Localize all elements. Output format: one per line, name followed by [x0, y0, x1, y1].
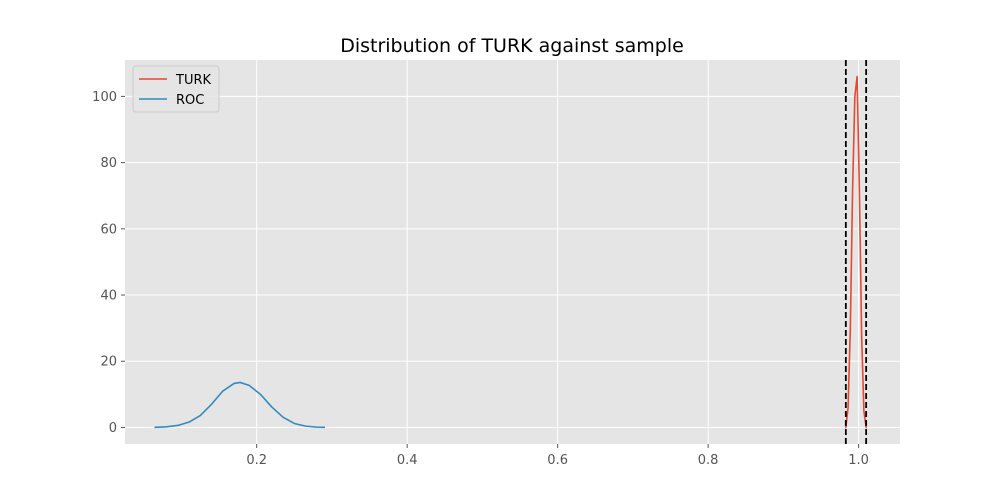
x-tick-label: 0.4: [397, 453, 418, 468]
y-tick-label: 40: [100, 289, 117, 304]
y-tick-label: 80: [100, 156, 117, 171]
y-tick-label: 100: [92, 90, 117, 105]
y-tick-label: 20: [100, 355, 117, 370]
x-tick-label: 1.0: [848, 453, 869, 468]
reference-lines: [844, 60, 868, 444]
x-tick-label: 0.8: [698, 453, 719, 468]
series-line-turk: [845, 75, 867, 429]
chart-title: Distribution of TURK against sample: [340, 35, 684, 57]
legend-label-roc: ROC: [176, 93, 204, 108]
y-tick-label: 60: [100, 222, 117, 237]
axis-ticks: 0.2 0.4 0.6 0.8 1.0 0 20 40 60 80 100: [92, 90, 869, 468]
y-tick-label: 0: [109, 421, 117, 436]
legend-box: [132, 65, 220, 113]
legend-label-turk: TURK: [175, 73, 211, 88]
legend: TURK ROC: [132, 65, 220, 113]
x-tick-label: 0.6: [547, 453, 568, 468]
grid-lines: [125, 60, 900, 444]
series-line-roc: [154, 381, 326, 429]
series-lines: [154, 75, 867, 429]
plot-area: [125, 60, 900, 444]
x-tick-label: 0.2: [246, 453, 267, 468]
